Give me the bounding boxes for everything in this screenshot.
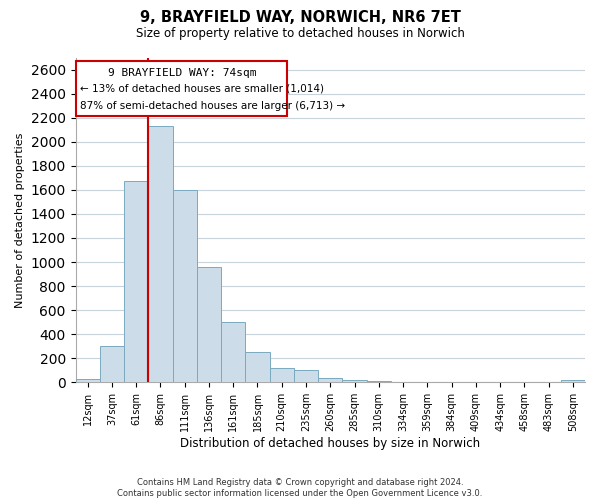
Bar	[221, 322, 245, 382]
Bar	[76, 380, 100, 382]
Bar	[318, 378, 343, 382]
Text: Contains HM Land Registry data © Crown copyright and database right 2024.
Contai: Contains HM Land Registry data © Crown c…	[118, 478, 482, 498]
Bar	[269, 368, 294, 382]
Y-axis label: Number of detached properties: Number of detached properties	[15, 132, 25, 308]
X-axis label: Distribution of detached houses by size in Norwich: Distribution of detached houses by size …	[180, 437, 481, 450]
Text: 9, BRAYFIELD WAY, NORWICH, NR6 7ET: 9, BRAYFIELD WAY, NORWICH, NR6 7ET	[140, 10, 460, 25]
Bar	[173, 190, 197, 382]
Text: Size of property relative to detached houses in Norwich: Size of property relative to detached ho…	[136, 28, 464, 40]
FancyBboxPatch shape	[76, 61, 287, 116]
Bar	[343, 380, 367, 382]
Bar	[294, 370, 318, 382]
Bar	[561, 380, 585, 382]
Bar	[245, 352, 269, 382]
Bar	[100, 346, 124, 382]
Bar	[148, 126, 173, 382]
Bar	[124, 182, 148, 382]
Text: ← 13% of detached houses are smaller (1,014): ← 13% of detached houses are smaller (1,…	[80, 84, 323, 94]
Text: 87% of semi-detached houses are larger (6,713) →: 87% of semi-detached houses are larger (…	[80, 102, 345, 112]
Bar	[197, 267, 221, 382]
Text: 9 BRAYFIELD WAY: 74sqm: 9 BRAYFIELD WAY: 74sqm	[108, 68, 257, 78]
